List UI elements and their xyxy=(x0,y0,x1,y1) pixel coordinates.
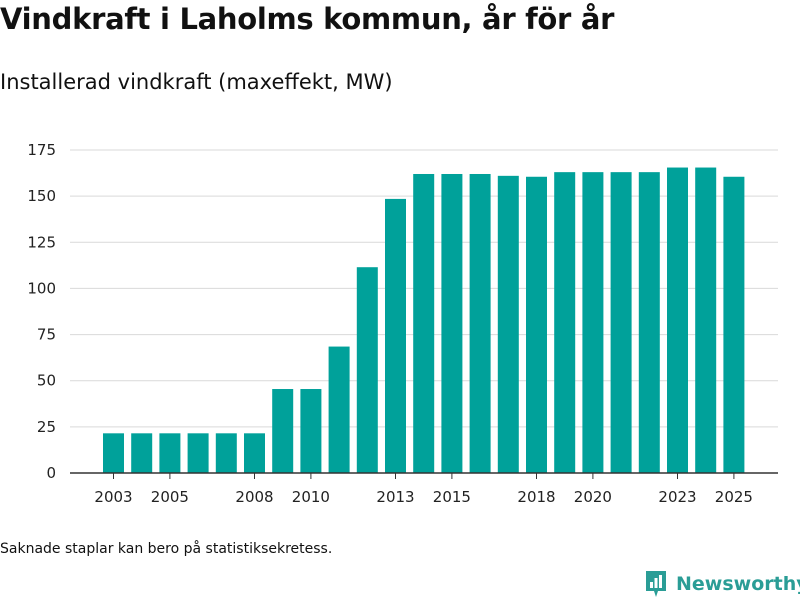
bar-2020[interactable] xyxy=(582,172,604,474)
bar-2007[interactable] xyxy=(215,433,237,473)
bar-2018[interactable] xyxy=(526,176,547,473)
bar-2012[interactable] xyxy=(356,267,378,473)
bar-2014[interactable] xyxy=(413,173,435,473)
bar-2017[interactable] xyxy=(497,175,519,473)
x-axis-ticks: 2003 2005 2008 2010 2013 2015 2018 2020 2023 2025 xyxy=(94,473,753,506)
bar-2004[interactable] xyxy=(131,433,153,473)
x-tick-label-2003: 2003 xyxy=(94,488,132,506)
brand-name: Newsworthy xyxy=(676,573,800,595)
y-tick-label-100: 100 xyxy=(27,279,56,297)
newsworthy-logo-icon xyxy=(646,571,666,597)
newsworthy-logo[interactable]: Newsworthy xyxy=(644,569,800,599)
x-tick-label-2025: 2025 xyxy=(715,488,753,506)
bar-2019[interactable] xyxy=(554,172,576,474)
y-tick-label-175: 175 xyxy=(27,141,56,159)
bar-2011[interactable] xyxy=(328,346,350,473)
bar-layer xyxy=(103,167,745,474)
y-tick-label-125: 125 xyxy=(27,233,56,251)
bar-2006[interactable] xyxy=(187,433,209,473)
x-tick-label-2005: 2005 xyxy=(151,488,189,506)
x-tick-label-2023: 2023 xyxy=(658,488,696,506)
bar-2005[interactable] xyxy=(159,433,181,473)
x-tick-label-2015: 2015 xyxy=(433,488,471,506)
bar-chart: 0 25 50 75 100 125 150 175 2003 2005 2008 2010 2013… xyxy=(27,141,778,506)
x-tick-label-2010: 2010 xyxy=(292,488,330,506)
bar-2009[interactable] xyxy=(272,389,294,473)
footnote: Saknade staplar kan bero på statistiksek… xyxy=(0,541,333,557)
x-tick-label-2018: 2018 xyxy=(517,488,555,506)
y-tick-label-75: 75 xyxy=(37,326,56,344)
bar-2016[interactable] xyxy=(469,173,491,473)
bar-2013[interactable] xyxy=(385,198,406,473)
x-tick-label-2020: 2020 xyxy=(574,488,612,506)
y-tick-label-25: 25 xyxy=(37,418,56,436)
x-tick-label-2008: 2008 xyxy=(235,488,273,506)
y-tick-label-0: 0 xyxy=(46,464,56,482)
bar-2024[interactable] xyxy=(695,167,717,473)
bar-2003[interactable] xyxy=(103,433,124,473)
bar-2022[interactable] xyxy=(638,172,660,474)
bar-2025[interactable] xyxy=(723,176,745,473)
y-tick-label-150: 150 xyxy=(27,187,56,205)
bar-2010[interactable] xyxy=(300,389,322,473)
bar-2008[interactable] xyxy=(244,433,265,473)
y-tick-label-50: 50 xyxy=(37,372,56,390)
bar-2021[interactable] xyxy=(610,172,632,474)
chart-title: Vindkraft i Laholms kommun, år för år xyxy=(0,2,615,36)
y-axis-ticks: 0 25 50 75 100 125 150 175 xyxy=(27,141,56,482)
chart-subtitle: Installerad vindkraft (maxeffekt, MW) xyxy=(0,70,393,94)
x-tick-label-2013: 2013 xyxy=(376,488,414,506)
bar-2015[interactable] xyxy=(441,173,463,473)
bar-2023[interactable] xyxy=(667,167,688,473)
